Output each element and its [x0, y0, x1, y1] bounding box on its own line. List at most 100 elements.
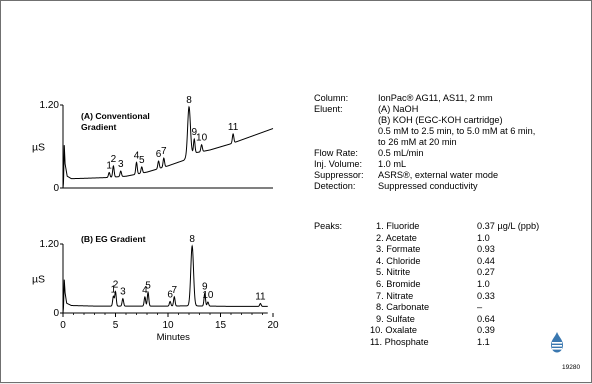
peak-row: 8. Carbonate – [314, 302, 584, 313]
peak-row: 9. Sulfate 0.64 [314, 314, 584, 325]
peak-concentration: 0.93 [477, 244, 495, 255]
peak-name: 3. Formate [376, 244, 421, 255]
condition-row: Detection: Suppressed conductivity [314, 181, 584, 192]
peak-name: 11. Phosphate [370, 337, 429, 347]
condition-key: Eluent: [314, 104, 343, 114]
peaks-label: Peaks: [314, 221, 343, 231]
peak-name: 4. Chloride [376, 255, 421, 266]
condition-row: (B) KOH (EGC-KOH cartridge) [314, 115, 584, 126]
peak-label: 9 [191, 127, 197, 138]
peak-concentration: 0.39 [477, 325, 495, 336]
condition-row: to 26 mM at 20 min [314, 137, 584, 148]
condition-key: Inj. Volume: [314, 159, 363, 169]
peak-row: 4. Chloride 0.44 [314, 256, 584, 267]
x-tick-label: 15 [215, 320, 227, 331]
chromatogram-trace [62, 105, 274, 189]
chromatogram-trace [62, 244, 268, 314]
peak-label: 3 [118, 159, 124, 170]
condition-value: IonPac® AG11, AS11, 2 mm [378, 93, 493, 103]
peak-label: 7 [172, 285, 178, 296]
peak-row: 3. Formate 0.93 [314, 244, 584, 255]
peak-label: 6 [167, 289, 173, 300]
condition-row: 0.5 mM to 2.5 min, to 5.0 mM at 6 min, [314, 126, 584, 137]
peak-concentration: 1.1 [477, 337, 490, 347]
peak-label: 11 [228, 122, 239, 133]
peak-name: 8. Carbonate [376, 302, 430, 313]
condition-value: ASRS®, external water mode [378, 170, 499, 180]
panel-title: (B) EG Gradient [81, 234, 146, 244]
peak-label: 5 [145, 280, 151, 291]
peak-label: 7 [161, 146, 167, 157]
conditions-block: Column: IonPac® AG11, AS11, 2 mm Eluent: (A… [314, 93, 584, 223]
condition-key: Column: [314, 93, 349, 103]
peak-row: 6. Bromide 1.0 [314, 279, 584, 290]
peak-concentration: 0.64 [477, 313, 495, 324]
peak-label: 4 [142, 285, 148, 296]
y-tick-label: 0 [53, 308, 59, 319]
x-tick-label: 0 [60, 320, 66, 331]
figure-code: 19280 [562, 364, 581, 371]
peak-name: 5. Nitrite [376, 267, 411, 278]
condition-value: Suppressed conductivity [378, 181, 478, 191]
condition-value: 1.0 mL [378, 159, 407, 169]
y-axis-label: µS [32, 274, 45, 286]
x-axis-label: Minutes [157, 332, 191, 343]
condition-value: (A) NaOH [378, 104, 419, 114]
peak-name: 2. Acetate [376, 232, 417, 243]
peak-concentration: 0.37 µg/L (ppb) [477, 221, 540, 231]
peak-concentration: 0.44 [477, 255, 495, 266]
peak-row: 1. Fluoride 0.37 µg/L (ppb) [314, 221, 584, 232]
peak-name: 1. Fluoride [376, 221, 420, 231]
peak-label: 3 [120, 287, 126, 298]
y-tick-label: 1.20 [40, 239, 60, 250]
peak-name: 7. Nitrate [376, 290, 414, 301]
condition-value: (B) KOH (EGC-KOH cartridge) [378, 115, 503, 125]
condition-row: Inj. Volume: 1.0 mL [314, 159, 584, 170]
condition-value: 0.5 mL/min [378, 148, 424, 158]
condition-value: to 26 mM at 20 min [378, 137, 457, 147]
panel-title: (A) Conventional [81, 111, 150, 121]
condition-row: Suppressor: ASRS®, external water mode [314, 170, 584, 181]
peak-name: 6. Bromide [376, 279, 421, 289]
peak-row: 7. Nitrate 0.33 [314, 291, 584, 302]
panel-title: Gradient [81, 122, 116, 132]
peak-label: 4 [134, 150, 140, 161]
x-tick-label: 5 [113, 320, 119, 331]
peak-label: 6 [156, 149, 162, 160]
peak-concentration: 1.0 [477, 279, 490, 289]
y-axis-label: µS [32, 142, 45, 154]
peak-label: 2 [113, 280, 119, 291]
peaks-block: Peaks: 1. Fluoride 0.37 µg/L (ppb) 2. Acet… [314, 221, 584, 361]
peak-label: 10 [196, 133, 208, 144]
condition-row: Column: IonPac® AG11, AS11, 2 mm [314, 93, 584, 104]
x-tick-label: 10 [162, 320, 174, 331]
condition-value: 0.5 mM to 2.5 min, to 5.0 mM at 6 min, [378, 126, 536, 136]
condition-key: Flow Rate: [314, 148, 358, 158]
peak-row: 11. Phosphate 1.1 [314, 337, 584, 348]
peak-label: 8 [189, 234, 195, 245]
y-tick-label: 0 [53, 183, 59, 194]
condition-key: Detection: [314, 181, 356, 191]
peak-label: 8 [186, 95, 192, 106]
condition-key: Suppressor: [314, 170, 364, 180]
peak-concentration: 0.33 [477, 290, 495, 301]
peak-label: 2 [111, 154, 117, 165]
peak-row: 2. Acetate 1.0 [314, 233, 584, 244]
peak-label: 5 [139, 155, 145, 166]
peak-label: 11 [255, 292, 266, 303]
peak-label: 1 [111, 284, 117, 295]
x-tick-label: 20 [267, 320, 279, 331]
peak-label: 10 [202, 290, 214, 301]
peak-concentration: 0.27 [477, 267, 495, 278]
peak-row: 10. Oxalate 0.39 [314, 325, 584, 336]
y-tick-label: 1.20 [40, 100, 60, 111]
panel-b-eg-gradient: 0 1.20 µS (B) EG Gradient 0 5 10 15 20 Minutes 123… [32, 234, 279, 343]
peak-label: 1 [106, 161, 112, 172]
peak-name: 9. Sulfate [376, 313, 415, 324]
condition-row: Eluent: (A) NaOH [314, 104, 584, 115]
peak-concentration: 1.0 [477, 232, 490, 243]
droplet-logo-icon [551, 332, 563, 353]
